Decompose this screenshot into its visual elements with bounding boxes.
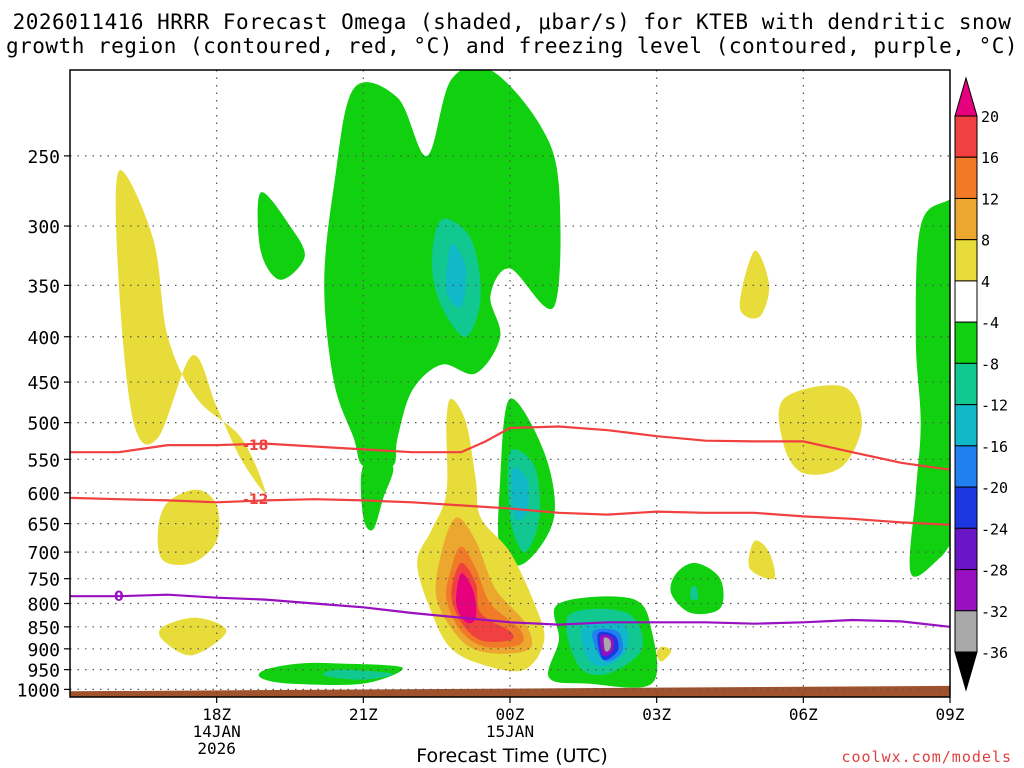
y-tick-label: 500: [27, 414, 60, 435]
colorbar-tick-label: 4: [981, 273, 990, 291]
x-tick-label: 09Z: [936, 705, 965, 724]
colorbar-swatch: [954, 610, 978, 653]
ground-surface: [70, 685, 950, 697]
colorbar-swatch: [954, 321, 978, 364]
omega-region-right-edge-minus: [909, 199, 950, 577]
colorbar-tick-label: -28: [981, 562, 1008, 580]
omega-region-mid-cyan-core: [511, 467, 529, 521]
x-tick-label: 2026: [197, 739, 236, 758]
contour-line-1: [70, 496, 950, 526]
colorbar-tick-label: 20: [981, 108, 999, 126]
colorbar-tick-label: 8: [981, 232, 990, 250]
colorbar-tick-label: -24: [981, 520, 1008, 538]
y-tick-label: 400: [27, 328, 60, 349]
y-tick-label: 250: [27, 147, 60, 168]
colorbar-tick-label: -20: [981, 479, 1008, 497]
colorbar-top-arrow: [954, 76, 978, 117]
colorbar-tick-label: 16: [981, 149, 999, 167]
y-tick-label: 600: [27, 484, 60, 505]
omega-region-right-plus-mid: [778, 385, 862, 475]
omega-region-lower-center-gray: [603, 637, 611, 652]
colorbar-swatch: [954, 486, 978, 529]
colorbar-swatch: [954, 280, 978, 323]
contour-label-1: -12: [243, 492, 268, 508]
colorbar-swatch: [954, 362, 978, 406]
omega-region-upper-cyan-core: [445, 244, 467, 308]
y-tick-label: 550: [27, 450, 60, 471]
x-tick-label: 21Z: [349, 705, 378, 724]
omega-region-main-lower-minus-stem: [360, 460, 394, 531]
y-tick-label: 700: [27, 543, 60, 564]
colorbar-swatch: [954, 156, 978, 199]
omega-region-bottom-left-cyan: [323, 669, 394, 680]
colorbar-swatch: [954, 197, 978, 241]
contour-line-2: [70, 593, 950, 628]
colorbar-swatch: [954, 239, 978, 282]
x-tick-label: 00Z: [496, 705, 525, 724]
title-line-2: growth region (contoured, red, °C) and f…: [5, 34, 1019, 58]
omega-region-small-plus-right-lower: [656, 646, 672, 662]
colorbar-swatch: [954, 527, 978, 571]
y-tick-label: 900: [27, 640, 60, 661]
contour-label-2: 0: [114, 589, 124, 605]
omega-region-upper-left-plus: [115, 170, 266, 494]
colorbar-swatch: [954, 115, 978, 158]
x-tick-label: 14JAN: [193, 722, 241, 741]
x-axis-label: Forecast Time (UTC): [416, 745, 608, 767]
colorbar-tick-label: -16: [981, 438, 1008, 456]
title-line-1: 2026011416 HRRR Forecast Omega (shaded, …: [12, 10, 1012, 34]
colorbar-tick-label: -32: [981, 603, 1008, 621]
y-tick-label: 1000: [17, 680, 60, 701]
y-tick-label: 650: [27, 515, 60, 536]
colorbar-swatch: [954, 404, 978, 447]
contour-line-0: [70, 425, 950, 471]
omega-region-left-mid-plus: [157, 489, 220, 566]
omega-region-plume-20: [456, 573, 477, 624]
colorbar-tick-label: 12: [981, 190, 999, 208]
colorbar-tick-label: -36: [981, 644, 1008, 662]
omega-region-left-low-plus: [158, 617, 227, 656]
y-tick-label: 350: [27, 276, 60, 297]
plot-area: -18 -12 0: [70, 70, 950, 697]
y-tick-label: 850: [27, 618, 60, 639]
x-tick-label: 06Z: [789, 705, 818, 724]
omega-region-right-minus-tiny-core: [690, 585, 699, 601]
y-tick-label: 750: [27, 570, 60, 591]
colorbar-swatch: [954, 569, 978, 612]
omega-region-right-plus-small: [748, 540, 776, 580]
x-tick-label: 03Z: [642, 705, 671, 724]
x-tick-label: 18Z: [202, 705, 231, 724]
omega-region-right-plus-upper: [739, 250, 770, 319]
colorbar-tick-label: -4: [981, 314, 999, 332]
omega-region-small-upper-minus: [257, 192, 305, 280]
omega-region-right-minus-small: [670, 562, 724, 615]
colorbar-tick-label: -12: [981, 397, 1008, 415]
y-tick-label: 800: [27, 595, 60, 616]
colorbar-bottom-arrow: [954, 651, 978, 692]
y-tick-label: 300: [27, 217, 60, 238]
x-tick-label: 15JAN: [486, 722, 534, 741]
colorbar-tick-label: -8: [981, 355, 999, 373]
y-tick-label: 450: [27, 373, 60, 394]
contour-label-0: -18: [243, 438, 268, 454]
y-tick-label: 950: [27, 661, 60, 682]
credit-link[interactable]: coolwx.com/models: [841, 748, 1012, 766]
colorbar-swatch: [954, 445, 978, 488]
